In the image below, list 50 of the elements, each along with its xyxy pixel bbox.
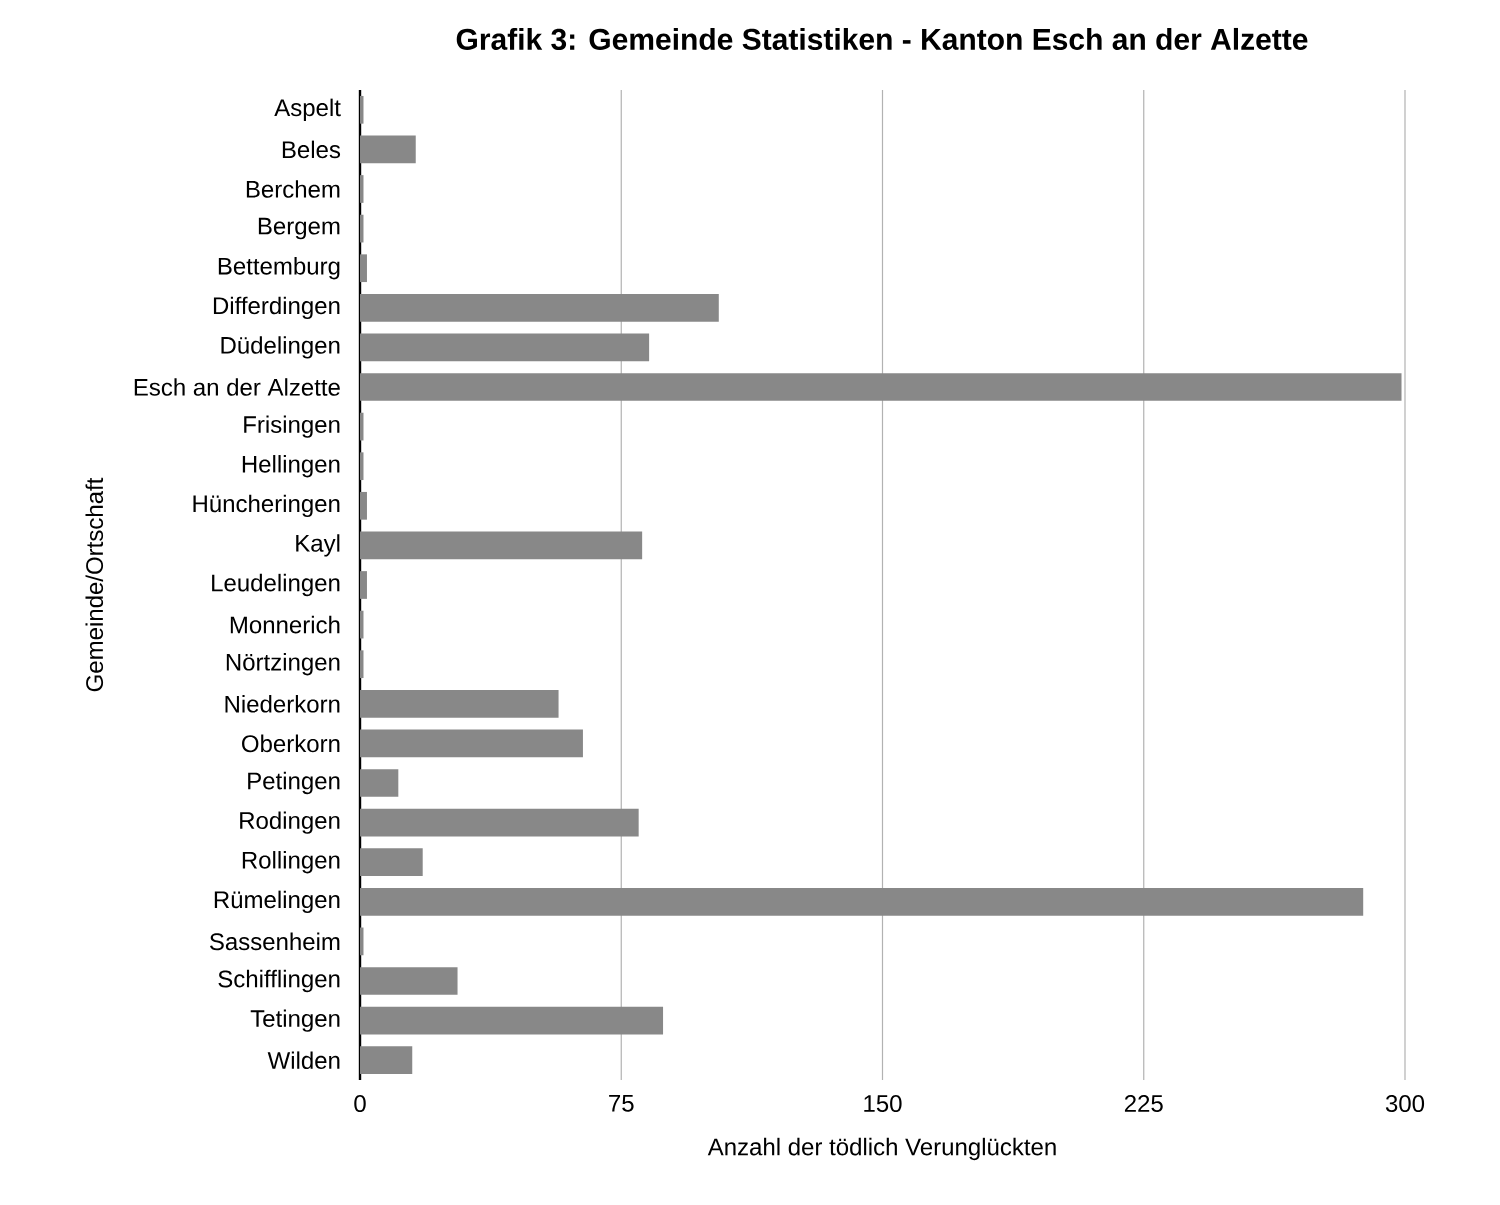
bar [360, 373, 1402, 401]
bar [360, 135, 416, 164]
y-tick-label: Schifflingen [218, 969, 340, 993]
bar [360, 254, 367, 283]
y-tick-label: Differdingen [213, 296, 340, 319]
y-tick-label: Rollingen [242, 851, 340, 874]
bar [360, 293, 719, 322]
y-axis-title: Gemeinde/Ortschaft [85, 477, 104, 692]
y-tick-label: Niederkorn [225, 695, 340, 713]
y-tick-label: Rodingen [240, 811, 340, 834]
x-tick-label: 300 [1385, 1095, 1425, 1113]
y-tick-label: Bettemburg [218, 257, 340, 280]
bar [360, 689, 559, 718]
y-tick-label: Esch an der Alzette [134, 378, 340, 396]
bar [360, 848, 423, 877]
y-tick-label: Nörtzingen [226, 653, 340, 676]
bar [360, 729, 583, 758]
y-tick-label: Wilden [267, 1051, 340, 1069]
bar [360, 887, 1364, 916]
bar [360, 333, 650, 362]
y-tick-label: Monnerich [230, 615, 340, 634]
bar [360, 491, 367, 520]
y-tick-label: Leudelingen [212, 573, 340, 597]
x-axis-title: Anzahl der tödlich Verunglückten [707, 1137, 1056, 1161]
y-tick-label: Berchem [246, 180, 340, 198]
y-tick-label: Hellingen [242, 455, 340, 478]
x-tick-label: 0 [354, 1095, 366, 1113]
y-tick-label: Kayl [296, 534, 340, 557]
x-tick-label: 150 [864, 1095, 902, 1113]
y-tick-label: Oberkorn [242, 734, 340, 753]
y-tick-label: Sassenheim [209, 932, 340, 951]
bar [360, 1046, 413, 1075]
y-tick-label: Bergem [258, 217, 340, 240]
bar [360, 769, 399, 797]
y-tick-label: Aspelt [274, 98, 341, 121]
y-tick-label: Tetingen [250, 1009, 340, 1032]
chart-title: Grafik 3: Gemeinde Statistiken - Kanton Esch an der Alzette [456, 27, 1308, 51]
x-tick-label: 225 [1124, 1095, 1163, 1113]
y-tick-label: Petingen [248, 771, 340, 795]
bar [360, 808, 639, 837]
bar [360, 1006, 664, 1035]
y-tick-label: Hüncheringen [193, 494, 340, 517]
y-tick-label: Beles [282, 140, 341, 159]
x-tick-label: 75 [609, 1095, 634, 1112]
bar [360, 967, 458, 995]
y-tick-label: Rümelingen [214, 890, 340, 913]
bar [360, 571, 367, 599]
y-tick-label: Düdelingen [221, 336, 340, 359]
y-tick-label: Frisingen [244, 415, 340, 438]
bar [360, 531, 643, 560]
